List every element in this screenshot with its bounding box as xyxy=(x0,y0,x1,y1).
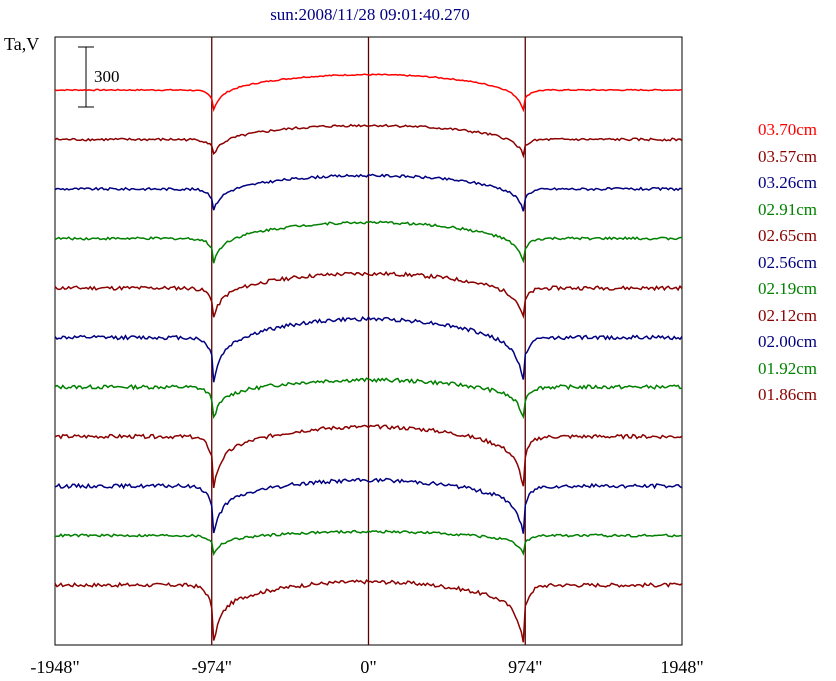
series-line xyxy=(54,173,683,212)
legend-item: 02.19cm xyxy=(758,279,818,298)
series-line xyxy=(54,123,683,159)
series-line xyxy=(54,377,683,420)
series-line xyxy=(54,579,683,643)
scale-bar-label: 300 xyxy=(94,67,120,86)
series-lines xyxy=(54,73,683,643)
scale-bar: 300 xyxy=(78,46,120,108)
x-tick-label: 1948" xyxy=(660,657,703,677)
legend-item: 02.00cm xyxy=(758,332,818,351)
legend-item: 03.26cm xyxy=(758,173,818,192)
legend-item: 03.57cm xyxy=(758,146,818,166)
vertical-reference-lines xyxy=(211,37,526,645)
legend-item: 02.56cm xyxy=(758,252,818,272)
legend-item: 01.92cm xyxy=(758,358,818,378)
x-tick-label: 974" xyxy=(508,657,542,677)
series-line xyxy=(54,270,683,320)
legend-item: 03.70cm xyxy=(758,120,818,139)
y-axis-label: Ta,V xyxy=(4,34,39,54)
series-line xyxy=(54,529,683,556)
x-tick-label: 0" xyxy=(360,657,376,677)
series-line xyxy=(54,424,683,489)
legend-item: 01.86cm xyxy=(758,385,818,404)
chart-title: sun:2008/11/28 09:01:40.270 xyxy=(270,5,470,24)
series-line xyxy=(54,315,683,383)
x-tick-label: -974" xyxy=(192,657,232,677)
series-line xyxy=(54,73,683,113)
x-tick-labels: -1948" -974" 0" 974" 1948" xyxy=(30,657,703,677)
series-line xyxy=(54,477,683,534)
x-tick-label: -1948" xyxy=(30,657,79,677)
legend-item: 02.65cm xyxy=(758,226,818,245)
legend-item: 02.12cm xyxy=(758,305,818,325)
series-line xyxy=(54,220,683,264)
legend-item: 02.91cm xyxy=(758,199,818,219)
